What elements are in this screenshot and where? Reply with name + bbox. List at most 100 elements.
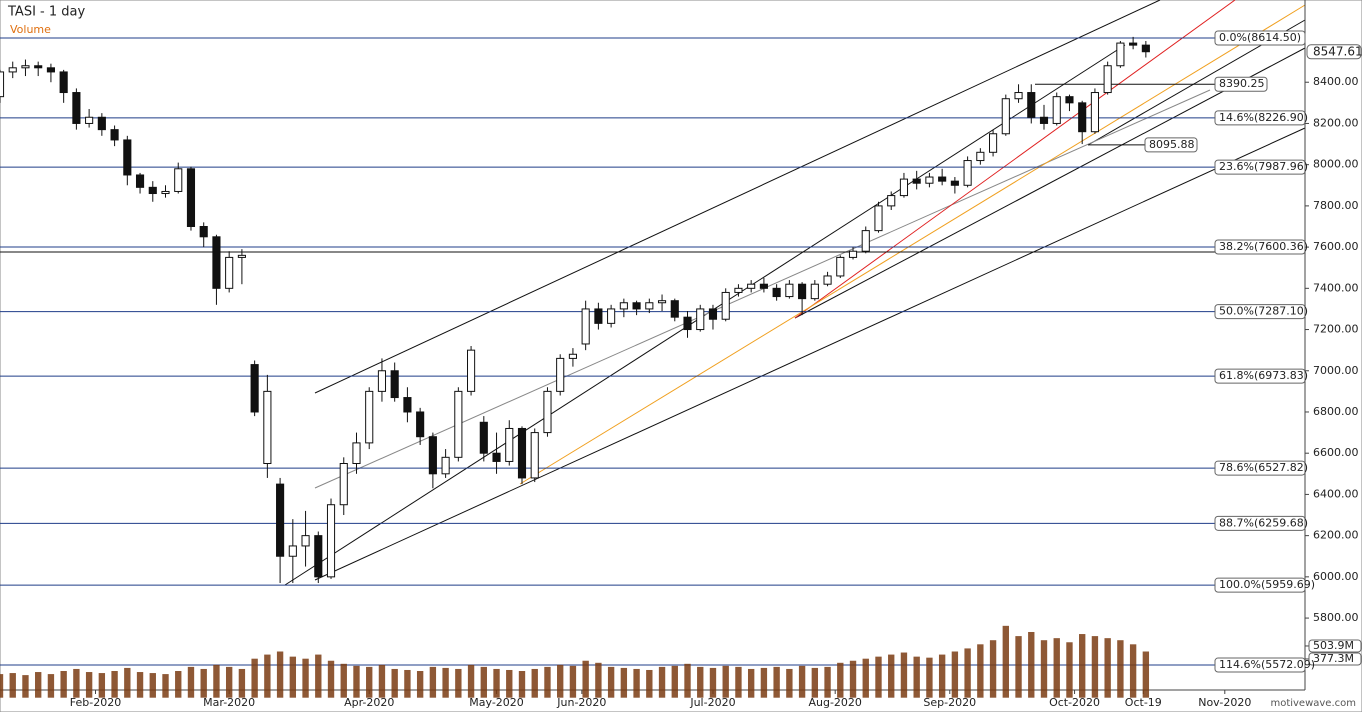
volume-bar	[404, 669, 411, 698]
candle-body	[607, 308, 616, 324]
candle-body	[212, 236, 221, 289]
x-tick-label: Aug-2020	[808, 696, 861, 709]
volume-bar	[989, 640, 997, 698]
candle-body	[530, 432, 539, 479]
candle-body	[326, 504, 336, 578]
candle-body	[403, 397, 412, 413]
candle-body	[543, 390, 552, 434]
volume-bar	[709, 667, 717, 698]
candle-body	[454, 390, 463, 458]
candle-body	[581, 308, 590, 345]
candle-body	[8, 67, 17, 73]
y-tick-label: 5800.00	[1313, 611, 1359, 624]
level-label: 114.6%(5572.09)	[1219, 658, 1315, 671]
candle-body	[708, 308, 718, 320]
volume-bar	[671, 665, 678, 698]
candle-body	[148, 186, 157, 195]
x-tick-label: Jul-2020	[689, 696, 735, 709]
y-tick-label: 6400.00	[1313, 487, 1359, 500]
candle-body	[976, 151, 985, 162]
candle-body	[339, 463, 348, 506]
candle-body	[416, 411, 425, 438]
volume-bar	[506, 669, 513, 698]
y2-tick-box	[1308, 652, 1362, 666]
candle-body	[365, 390, 374, 444]
volume-bar	[1104, 638, 1111, 698]
candle-body	[135, 174, 145, 188]
level-label: 50.0%(7287.10)	[1219, 305, 1308, 318]
volume-bar	[684, 663, 691, 698]
candle-body	[199, 225, 208, 238]
trend-line	[519, 4, 1306, 485]
volume-bar	[340, 663, 347, 698]
volume-bar	[824, 666, 831, 698]
level-box	[1214, 239, 1306, 255]
volume-bar	[938, 654, 946, 698]
x-tick-label: Oct-2020	[1049, 696, 1100, 709]
candle-body	[874, 205, 883, 232]
volume-bar	[1015, 636, 1022, 698]
last-price-box	[1306, 44, 1362, 60]
volume-bar	[544, 666, 551, 698]
trend-line	[314, 127, 1306, 581]
candle-body	[912, 178, 921, 184]
y2-tick-label: 377.3M	[1313, 652, 1354, 665]
x-tick-label: Apr-2020	[344, 696, 394, 709]
volume-bar	[811, 667, 819, 698]
y-tick-label: 6800.00	[1313, 405, 1359, 418]
volume-bar	[964, 648, 971, 698]
candle-body	[899, 178, 909, 197]
level-box	[1214, 159, 1306, 175]
volume-bar	[735, 666, 742, 698]
trend-line	[314, 0, 1161, 394]
level-box	[1214, 577, 1306, 593]
candle-body	[657, 300, 667, 304]
candle-body	[938, 176, 947, 182]
candle-body	[772, 287, 781, 298]
y-tick-label: 7800.00	[1313, 199, 1359, 212]
candle-body	[1052, 96, 1061, 124]
level-box	[1214, 304, 1306, 320]
volume-bar	[1129, 644, 1137, 698]
level-label: 100.0%(5959.69)	[1219, 578, 1315, 591]
candle-body	[1078, 102, 1087, 133]
volume-bar	[913, 656, 920, 698]
volume-bar	[607, 666, 615, 698]
candle-body	[568, 353, 577, 359]
candle-body	[390, 370, 399, 399]
volume-bar	[238, 668, 246, 698]
volume-bar	[569, 665, 577, 698]
volume-bar	[786, 668, 793, 698]
candle-body	[721, 291, 730, 320]
marker-box	[1214, 76, 1268, 92]
volume-bar	[0, 674, 4, 698]
volume-bar	[837, 662, 844, 698]
volume-bar	[531, 668, 538, 698]
volume-bar	[467, 664, 475, 698]
candle-body	[161, 190, 170, 195]
last-price-label: 8547.61	[1313, 44, 1362, 58]
y2-tick-box	[1308, 639, 1362, 653]
candle-body	[250, 364, 259, 413]
volume-bar	[47, 674, 55, 698]
candle-body	[276, 483, 285, 557]
volume-bar	[98, 673, 106, 698]
volume-bar	[276, 651, 284, 698]
candle-body	[314, 535, 323, 578]
volume-bar	[1142, 651, 1150, 698]
marker-box	[1144, 137, 1198, 153]
volume-bar	[442, 667, 449, 698]
y-tick-label: 6000.00	[1313, 570, 1359, 583]
trend-line	[314, 89, 1211, 489]
candle-body	[556, 357, 565, 392]
candle-body	[747, 283, 756, 289]
level-label: 23.6%(7987.96)	[1219, 160, 1308, 173]
candle-body	[696, 308, 705, 331]
candle-body	[288, 545, 297, 557]
subtitle: Volume	[10, 23, 51, 36]
volume-bar	[149, 673, 156, 698]
candle-body	[97, 116, 106, 131]
y-tick-label: 7200.00	[1313, 323, 1359, 336]
candle-body	[0, 71, 5, 98]
